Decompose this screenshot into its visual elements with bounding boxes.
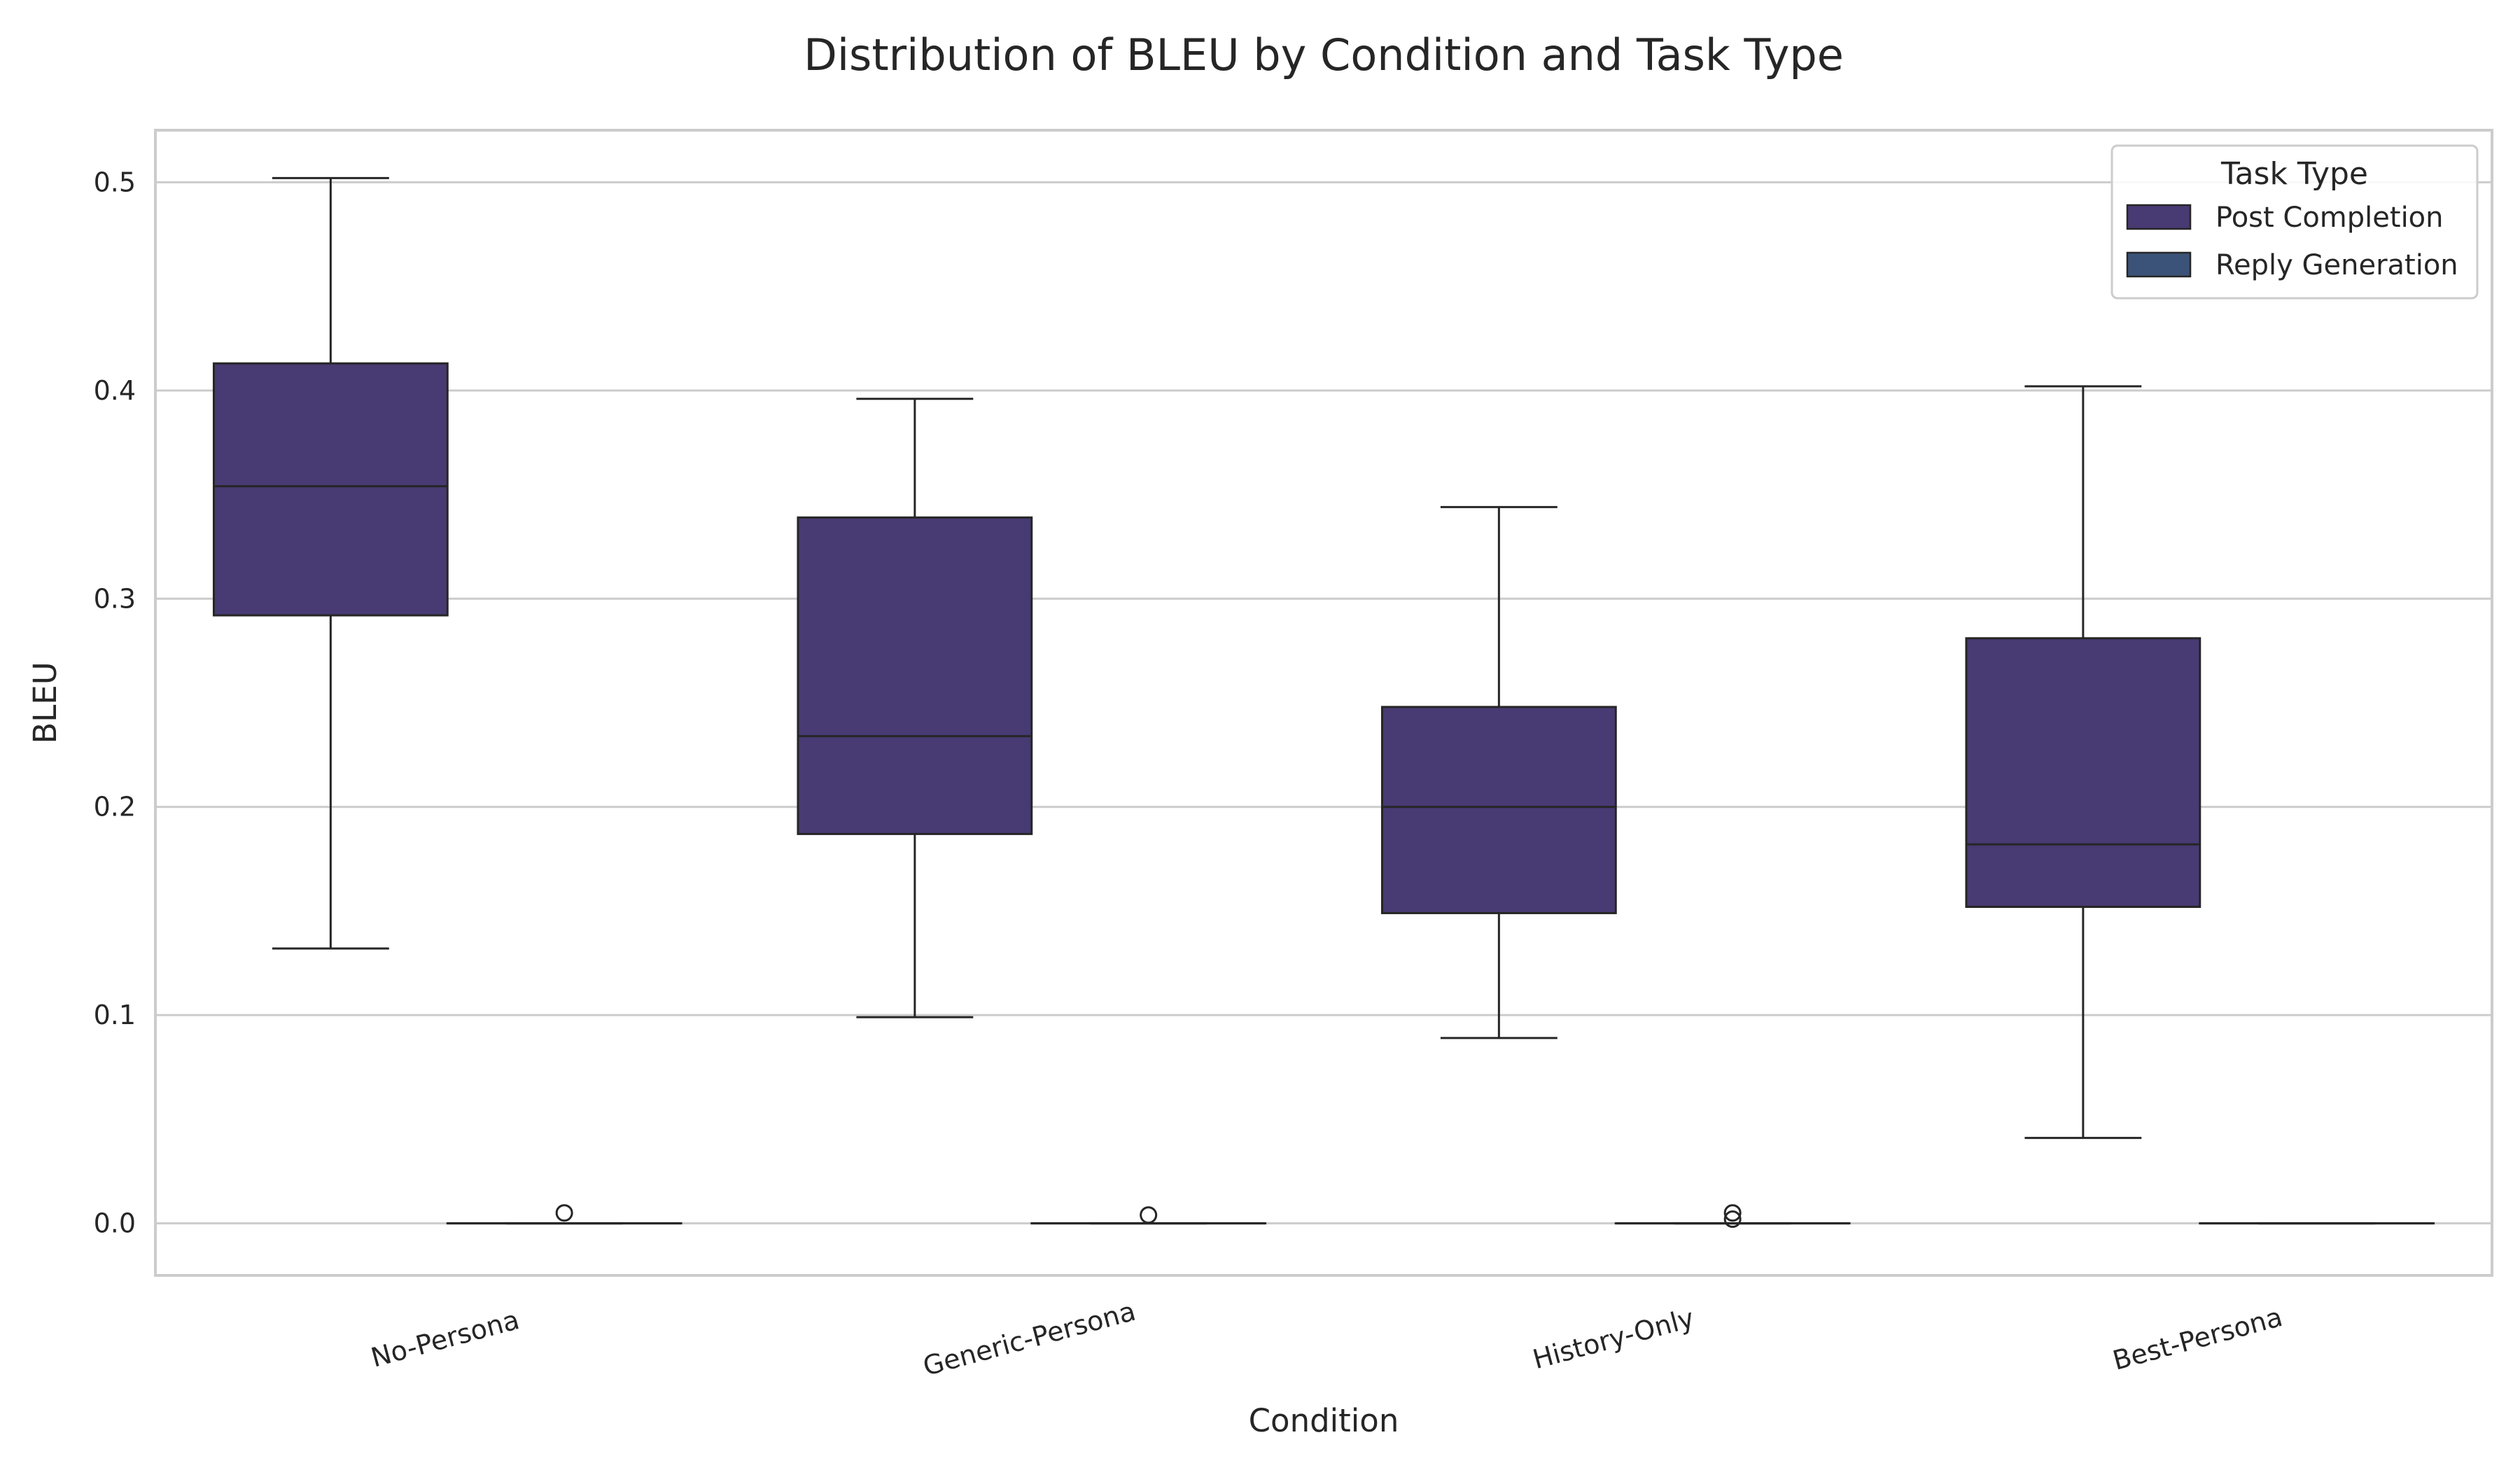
box-no-persona-reply-generation [446,1204,682,1225]
legend: Task Type Post Completion Reply Generati… [2110,144,2479,300]
box-history-only-post-completion-iqr [1380,706,1617,914]
legend-swatch-post-completion [2126,204,2192,230]
y-tick-label-0-1: 0.1 [94,1000,136,1030]
x-tick-label-history-only: History-Only [1530,1303,1698,1376]
y-axis-label: BLEU [27,662,64,743]
box-history-only-reply-generation-outlier-0 [1723,1204,1742,1222]
box-no-persona-reply-generation-outlier-0 [555,1204,573,1222]
y-tick-label-0-2: 0.2 [94,792,136,822]
box-best-persona-post-completion [1965,385,2202,1140]
legend-label-post-completion: Post Completion [2216,202,2444,234]
box-no-persona-post-completion [212,176,449,950]
x-tick-labels: No-Persona Generic-Persona History-Only Bes… [368,1296,2286,1382]
boxes [212,176,2435,1228]
box-history-only-reply-generation [1614,1204,1851,1228]
box-no-persona-post-completion-iqr [212,362,449,617]
legend-title: Task Type [2220,156,2368,192]
y-tick-labels: 0.0 0.1 0.2 0.3 0.4 0.5 [94,167,136,1238]
box-history-only-reply-generation-outlier-1 [1723,1210,1742,1228]
legend-frame [2110,144,2479,300]
box-history-only-post-completion [1380,505,1617,1040]
box-best-persona-post-completion-iqr [1965,637,2202,909]
y-tick-label-0-0: 0.0 [94,1208,136,1239]
y-tick-label-0-3: 0.3 [94,583,136,614]
box-generic-persona-reply-generation [1030,1206,1267,1225]
grid-lines [155,181,2492,1225]
box-generic-persona-post-completion-iqr [797,516,1033,835]
x-tick-label-best-persona: Best-Persona [2110,1301,2286,1376]
box-generic-persona-reply-generation-outlier-0 [1140,1206,1158,1224]
legend-label-reply-generation: Reply Generation [2216,249,2458,281]
y-tick-label-0-5: 0.5 [94,167,136,197]
plot-frame [154,129,2493,1277]
legend-swatch-reply-generation [2126,251,2192,278]
y-tick-label-0-4: 0.4 [94,375,136,406]
x-tick-label-generic-persona: Generic-Persona [920,1296,1139,1382]
box-generic-persona-post-completion [797,398,1033,1018]
x-tick-label-no-persona: No-Persona [368,1304,522,1373]
chart-title: Distribution of BLEU by Condition and Ta… [804,29,1844,80]
x-axis-label: Condition [1249,1402,1399,1439]
